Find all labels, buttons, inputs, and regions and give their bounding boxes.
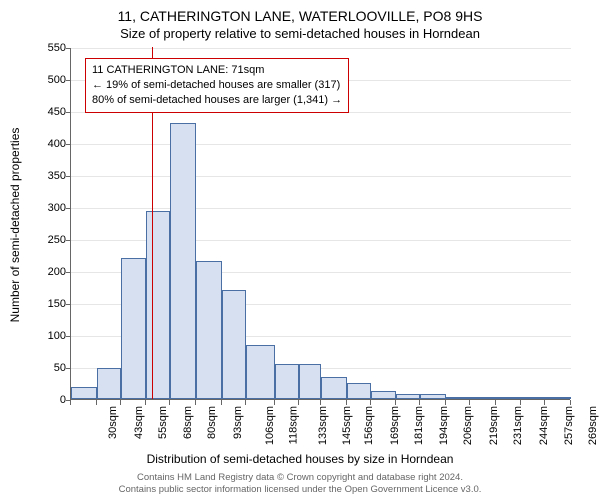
y-gridline: [71, 48, 571, 49]
y-tick-mark: [66, 336, 71, 337]
x-tick-label: 30sqm: [107, 406, 119, 439]
x-tick-label: 145sqm: [341, 406, 353, 445]
x-tick-label: 169sqm: [389, 406, 401, 445]
histogram-bar: [545, 397, 571, 399]
y-gridline: [71, 144, 571, 145]
y-tick-mark: [66, 208, 71, 209]
info-line1: 11 CATHERINGTON LANE: 71sqm: [92, 63, 342, 78]
x-tick-label: 93sqm: [232, 406, 244, 439]
y-tick-label: 450: [48, 106, 66, 118]
y-tick-label: 200: [48, 266, 66, 278]
y-tick-mark: [66, 304, 71, 305]
histogram-bar: [496, 397, 522, 399]
x-tick-label: 257sqm: [564, 406, 576, 445]
footer-text: Contains HM Land Registry data © Crown c…: [0, 472, 600, 497]
y-tick-mark: [66, 112, 71, 113]
y-tick-mark: [66, 368, 71, 369]
y-tick-label: 300: [48, 202, 66, 214]
y-tick-label: 400: [48, 138, 66, 150]
histogram-bar: [396, 394, 420, 399]
x-tick-label: 231sqm: [512, 406, 524, 445]
x-tick-mark: [169, 400, 170, 405]
y-tick-label: 550: [48, 42, 66, 54]
x-tick-label: 181sqm: [413, 406, 425, 445]
x-tick-mark: [469, 400, 470, 405]
histogram-bar: [420, 394, 446, 399]
x-axis-label: Distribution of semi-detached houses by …: [0, 452, 600, 466]
x-tick-mark: [570, 400, 571, 405]
x-tick-label: 194sqm: [439, 406, 451, 445]
y-tick-label: 150: [48, 298, 66, 310]
histogram-bar: [371, 391, 397, 399]
x-tick-mark: [96, 400, 97, 405]
x-tick-mark: [145, 400, 146, 405]
info-box: 11 CATHERINGTON LANE: 71sqm← 19% of semi…: [85, 58, 349, 113]
x-tick-label: 244sqm: [538, 406, 550, 445]
y-gridline: [71, 176, 571, 177]
x-tick-label: 133sqm: [318, 406, 330, 445]
y-tick-mark: [66, 240, 71, 241]
x-tick-mark: [70, 400, 71, 405]
x-tick-label: 269sqm: [587, 406, 599, 445]
histogram-bar: [121, 258, 147, 399]
x-tick-mark: [245, 400, 246, 405]
x-tick-mark: [419, 400, 420, 405]
info-line3: 80% of semi-detached houses are larger (…: [92, 93, 342, 108]
histogram-bar: [146, 211, 170, 399]
histogram-bar: [299, 364, 321, 399]
y-tick-mark: [66, 176, 71, 177]
x-tick-mark: [445, 400, 446, 405]
x-tick-label: 106sqm: [264, 406, 276, 445]
x-tick-mark: [370, 400, 371, 405]
histogram-bar: [222, 290, 246, 399]
x-tick-mark: [520, 400, 521, 405]
histogram-bar: [71, 387, 97, 399]
histogram-bar: [196, 261, 222, 399]
chart-title-main: 11, CATHERINGTON LANE, WATERLOOVILLE, PO…: [0, 8, 600, 24]
y-tick-mark: [66, 80, 71, 81]
x-tick-label: 118sqm: [287, 406, 299, 444]
x-tick-label: 206sqm: [462, 406, 474, 445]
x-tick-mark: [346, 400, 347, 405]
x-tick-mark: [395, 400, 396, 405]
x-tick-label: 156sqm: [363, 406, 375, 445]
y-tick-mark: [66, 144, 71, 145]
x-tick-label: 80sqm: [206, 406, 218, 439]
y-gridline: [71, 208, 571, 209]
x-tick-mark: [274, 400, 275, 405]
y-tick-label: 350: [48, 170, 66, 182]
y-tick-label: 250: [48, 234, 66, 246]
histogram-bar: [97, 368, 121, 399]
x-tick-label: 219sqm: [488, 406, 500, 445]
y-tick-mark: [66, 272, 71, 273]
x-tick-mark: [320, 400, 321, 405]
x-tick-mark: [298, 400, 299, 405]
x-tick-mark: [544, 400, 545, 405]
y-tick-label: 100: [48, 330, 66, 342]
x-tick-mark: [195, 400, 196, 405]
footer-line2: Contains public sector information licen…: [119, 484, 482, 495]
x-tick-label: 68sqm: [182, 406, 194, 439]
y-tick-label: 500: [48, 74, 66, 86]
histogram-bar: [470, 397, 496, 399]
y-tick-label: 50: [54, 362, 66, 374]
histogram-bar: [347, 383, 371, 399]
x-tick-label: 55sqm: [157, 406, 169, 439]
y-tick-label: 0: [60, 394, 66, 406]
x-tick-label: 43sqm: [133, 406, 145, 439]
histogram-bar: [170, 123, 196, 399]
x-tick-mark: [495, 400, 496, 405]
histogram-bar: [321, 377, 347, 399]
histogram-bar: [446, 397, 470, 399]
footer-line1: Contains HM Land Registry data © Crown c…: [137, 472, 463, 483]
chart-title-sub: Size of property relative to semi-detach…: [0, 26, 600, 41]
histogram-bar: [246, 345, 276, 399]
info-line2: ← 19% of semi-detached houses are smalle…: [92, 78, 342, 93]
y-tick-mark: [66, 48, 71, 49]
histogram-bar: [521, 397, 545, 399]
y-axis-label: Number of semi-detached properties: [8, 125, 22, 325]
histogram-bar: [275, 364, 299, 399]
x-tick-mark: [221, 400, 222, 405]
x-tick-mark: [120, 400, 121, 405]
